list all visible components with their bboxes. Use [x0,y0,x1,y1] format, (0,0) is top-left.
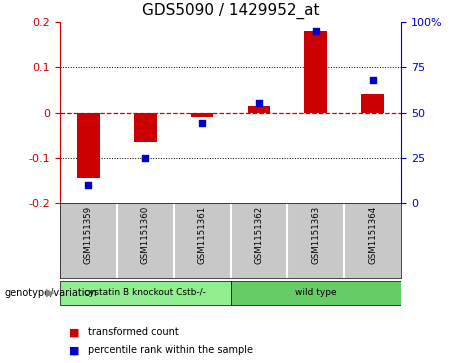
Point [312,28,319,34]
Bar [191,113,213,117]
Text: ▶: ▶ [47,288,55,298]
Bar [77,113,100,178]
Text: GSM1151363: GSM1151363 [311,205,320,264]
FancyBboxPatch shape [230,281,401,305]
Text: GSM1151364: GSM1151364 [368,205,377,264]
Text: ■: ■ [69,345,80,355]
Text: ■: ■ [69,327,80,337]
Text: GSM1151361: GSM1151361 [198,205,207,264]
Bar [361,94,384,113]
Bar [248,106,270,113]
Text: GSM1151360: GSM1151360 [141,205,150,264]
Text: transformed count: transformed count [88,327,178,337]
Point [142,155,149,161]
Point [369,77,376,83]
Bar [134,113,157,142]
Text: wild type: wild type [295,288,337,297]
Text: GSM1151359: GSM1151359 [84,205,93,264]
Text: GSM1151362: GSM1151362 [254,205,263,264]
Title: GDS5090 / 1429952_at: GDS5090 / 1429952_at [142,3,319,19]
Point [198,121,206,126]
Point [85,182,92,188]
Text: cystatin B knockout Cstb-/-: cystatin B knockout Cstb-/- [84,288,206,297]
Bar [304,31,327,113]
FancyBboxPatch shape [60,281,230,305]
Text: genotype/variation: genotype/variation [5,288,97,298]
Point [255,101,263,106]
Text: percentile rank within the sample: percentile rank within the sample [88,345,253,355]
